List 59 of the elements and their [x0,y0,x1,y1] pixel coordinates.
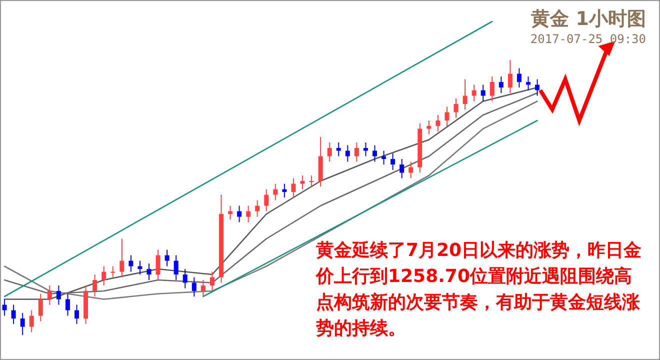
candlestick [462,78,468,110]
candlestick [38,293,43,322]
candlestick [408,161,414,179]
candlestick [327,142,332,162]
candlestick [382,150,386,165]
candlestick [426,120,432,135]
candlestick [255,200,260,218]
candlestick [273,183,278,201]
annotation: 黄金延续了7月20日以来的涨势，昨日金价上行到1258.70位置附近遇阻围绕高点构筑新的次要节奏，有助于黄金短线涨势的持续。 [316,239,643,341]
candlestick [156,249,160,280]
candlestick [92,274,98,297]
candlestick [516,68,522,88]
candlestick [228,205,233,220]
candlestick [336,142,341,157]
candlestick [110,266,116,278]
candlestick [363,142,368,157]
candlestick [309,175,314,187]
candlestick [164,249,170,267]
candlestick [74,304,80,324]
candlestick [354,142,359,162]
candlestick [128,254,134,272]
candlestick [444,106,450,126]
candlestick [372,144,377,162]
candlestick [480,84,486,102]
candlestick [246,205,251,223]
candlestick [508,60,512,94]
candlestick [120,238,124,278]
candlestick [390,153,396,170]
text: 2017-07-25 09:30 [530,32,646,46]
candlestick [264,188,269,212]
candlestick [535,78,540,96]
candlestick [400,158,404,179]
candlestick [472,84,476,102]
candlestick [498,76,504,94]
candlestick [192,276,196,297]
candlestick [174,254,178,280]
candlestick [291,178,296,198]
candlestick [300,175,305,190]
candlestick [47,285,52,306]
candlestick [182,268,188,289]
candlestick [102,266,106,286]
candlestick [11,304,16,324]
candlestick [20,312,25,336]
candlestick [146,263,152,280]
candlestick [345,144,350,162]
candlestick [490,76,494,102]
candlestick [237,205,242,223]
candlestick [454,98,458,118]
candlestick [200,280,206,297]
candlestick [138,260,142,275]
candlestick [436,114,440,132]
candlestick [56,285,61,306]
text: 黄金 1小时图 [531,7,646,32]
candlestick [65,293,70,316]
candlestick [210,271,214,292]
candlestick [282,183,287,198]
candlestick [29,310,34,333]
candlestick [2,298,7,316]
candlestick [526,76,531,91]
